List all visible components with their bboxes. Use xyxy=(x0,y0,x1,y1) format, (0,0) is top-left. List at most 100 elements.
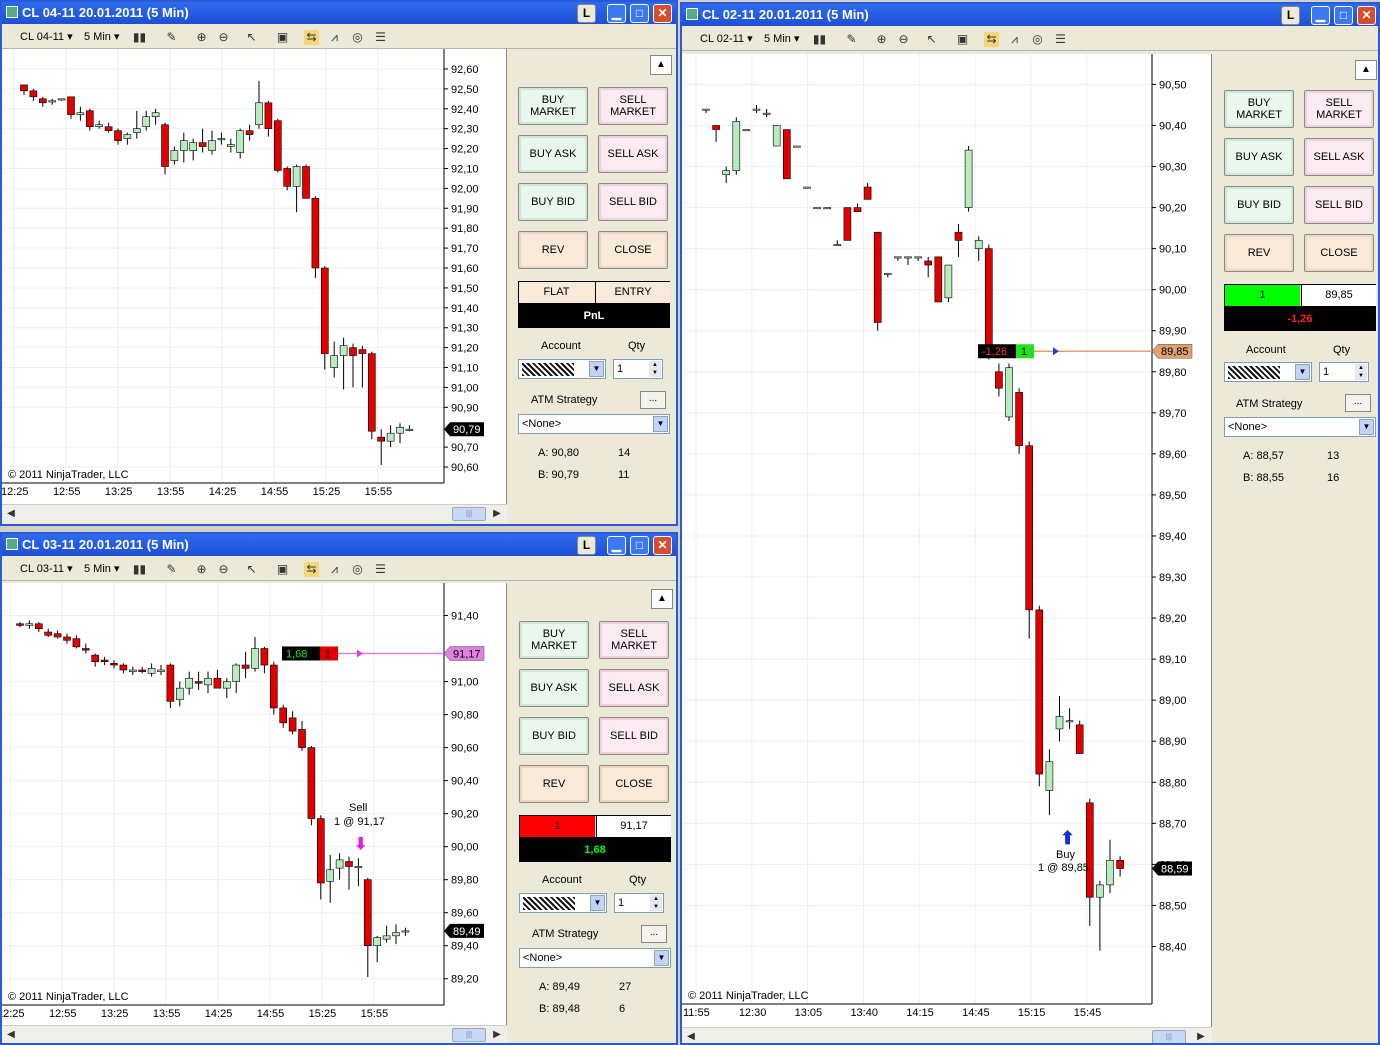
scroll-thumb[interactable]: ||| xyxy=(452,507,486,521)
collapse-panel-button[interactable]: ▲ xyxy=(650,55,672,75)
zoom-in-icon[interactable]: ⊕ xyxy=(196,30,207,44)
qty-stepper[interactable]: 1 ▲ ▼ xyxy=(613,359,663,379)
order-marker[interactable]: -1,26 1 xyxy=(978,344,1059,359)
close-position-button[interactable]: CLOSE xyxy=(598,231,668,269)
sell-bid-button[interactable]: SELL BID xyxy=(599,717,669,755)
scroll-left-arrow[interactable]: ◀ xyxy=(687,1031,695,1042)
zoom-in-icon[interactable]: ⊕ xyxy=(876,32,887,46)
atm-strategy-select[interactable]: <None> ▼ xyxy=(519,948,671,968)
spin-icon[interactable]: ▲ ▼ xyxy=(650,895,662,911)
draw-tool-icon[interactable]: ✎ xyxy=(846,32,857,46)
cursor-icon[interactable]: ↖ xyxy=(926,32,937,46)
buy-ask-button[interactable]: BUY ASK xyxy=(518,135,588,173)
instrument-selector[interactable]: CL 03-11 ▾ xyxy=(20,563,73,575)
maximize-button[interactable]: □ xyxy=(630,536,649,555)
buy-market-button[interactable]: BUY MARKET xyxy=(519,621,589,659)
order-drag-arrow[interactable] xyxy=(357,649,363,658)
sell-market-button[interactable]: SELL MARKET xyxy=(1304,90,1374,128)
zoom-out-icon[interactable]: ⊖ xyxy=(218,30,229,44)
properties-icon[interactable]: ☰ xyxy=(375,562,386,576)
maximize-button[interactable]: □ xyxy=(630,4,649,23)
scroll-thumb[interactable]: ||| xyxy=(1152,1030,1186,1043)
atm-more-button[interactable]: ... xyxy=(641,925,667,943)
qty-stepper[interactable]: 1 ▲ ▼ xyxy=(614,893,664,913)
draw-tool-icon[interactable]: ✎ xyxy=(166,562,177,576)
snapshot-icon[interactable]: ▣ xyxy=(276,562,289,576)
buy-bid-button[interactable]: BUY BID xyxy=(519,717,589,755)
account-select[interactable]: ▼ xyxy=(1224,362,1312,382)
minimize-button[interactable]: ▁ xyxy=(607,4,626,23)
close-position-button[interactable]: CLOSE xyxy=(1304,234,1374,272)
zoom-out-icon[interactable]: ⊖ xyxy=(218,562,229,576)
sell-bid-button[interactable]: SELL BID xyxy=(1304,186,1374,224)
interval-selector[interactable]: 5 Min ▾ xyxy=(84,563,120,575)
candlestick-chart[interactable]: 90,50 90,40 90,30 90,20 90,10 90,00 89,90 89,80… xyxy=(682,54,1212,1027)
strategy-icon[interactable]: ◎ xyxy=(352,30,363,44)
collapse-panel-button[interactable]: ▲ xyxy=(651,589,673,609)
window-titlebar[interactable]: CL 04-11 20.01.2011 (5 Min) L ▁ □ ✕ xyxy=(2,2,676,24)
properties-icon[interactable]: ☰ xyxy=(375,30,386,44)
sell-market-button[interactable]: SELL MARKET xyxy=(598,87,668,125)
snapshot-icon[interactable]: ▣ xyxy=(276,30,289,44)
spin-icon[interactable]: ▲ ▼ xyxy=(649,361,661,377)
scroll-left-arrow[interactable]: ◀ xyxy=(7,1029,15,1040)
scroll-left-arrow[interactable]: ◀ xyxy=(7,508,15,519)
sell-ask-button[interactable]: SELL ASK xyxy=(599,669,669,707)
interval-selector[interactable]: 5 Min ▾ xyxy=(84,31,120,43)
minimize-button[interactable]: ▁ xyxy=(607,536,626,555)
indicators-icon[interactable]: ⩘ xyxy=(331,562,338,576)
candlestick-style-icon[interactable]: ▮▮ xyxy=(132,562,147,576)
buy-bid-button[interactable]: BUY BID xyxy=(518,183,588,221)
chart-scrollbar[interactable]: ◀ ||| ▶ xyxy=(2,1025,507,1043)
scroll-right-arrow[interactable]: ▶ xyxy=(493,1029,501,1040)
maximize-button[interactable]: □ xyxy=(1334,6,1353,25)
candlestick-chart[interactable]: 91,40 91,00 90,80 90,60 90,40 90,20 90,00 89,80… xyxy=(2,583,507,1025)
scroll-right-arrow[interactable]: ▶ xyxy=(1197,1031,1205,1042)
chart-scrollbar[interactable]: ◀ ||| ▶ xyxy=(682,1027,1212,1043)
chart-trader-icon[interactable]: ⇆ xyxy=(984,32,999,47)
candlestick-style-icon[interactable]: ▮▮ xyxy=(812,32,827,46)
collapse-panel-button[interactable]: ▲ xyxy=(1355,60,1377,80)
atm-more-button[interactable]: ... xyxy=(1345,394,1371,412)
interval-selector[interactable]: 5 Min ▾ xyxy=(764,33,800,45)
close-window-button[interactable]: ✕ xyxy=(653,4,672,23)
order-marker[interactable]: 1,68 1 xyxy=(282,646,363,661)
zoom-out-icon[interactable]: ⊖ xyxy=(898,32,909,46)
spin-icon[interactable]: ▲ ▼ xyxy=(1355,364,1367,380)
window-titlebar[interactable]: CL 02-11 20.01.2011 (5 Min) L ▁ □ ✕ xyxy=(682,4,1378,26)
sell-ask-button[interactable]: SELL ASK xyxy=(598,135,668,173)
instrument-selector[interactable]: CL 04-11 ▾ xyxy=(20,31,73,43)
window-titlebar[interactable]: CL 03-11 20.01.2011 (5 Min) L ▁ □ ✕ xyxy=(2,534,676,556)
snapshot-icon[interactable]: ▣ xyxy=(956,32,969,46)
buy-market-button[interactable]: BUY MARKET xyxy=(1224,90,1294,128)
order-drag-arrow[interactable] xyxy=(1053,347,1059,356)
strategy-icon[interactable]: ◎ xyxy=(352,562,363,576)
chart-trader-icon[interactable]: ⇆ xyxy=(304,30,319,45)
price-chart[interactable]: 91,40 91,00 90,80 90,60 90,40 90,20 90,00 89,80… xyxy=(2,583,507,1025)
buy-ask-button[interactable]: BUY ASK xyxy=(1224,138,1294,176)
close-window-button[interactable]: ✕ xyxy=(1357,6,1376,25)
close-position-button[interactable]: CLOSE xyxy=(599,765,669,803)
properties-icon[interactable]: ☰ xyxy=(1055,32,1066,46)
chart-trader-icon[interactable]: ⇆ xyxy=(304,562,319,577)
link-button[interactable]: L xyxy=(577,536,596,555)
chart-scrollbar[interactable]: ◀ ||| ▶ xyxy=(2,504,507,522)
cursor-icon[interactable]: ↖ xyxy=(246,562,257,576)
sell-bid-button[interactable]: SELL BID xyxy=(598,183,668,221)
zoom-in-icon[interactable]: ⊕ xyxy=(196,562,207,576)
scroll-right-arrow[interactable]: ▶ xyxy=(493,508,501,519)
indicators-icon[interactable]: ⩘ xyxy=(1011,32,1018,46)
cursor-icon[interactable]: ↖ xyxy=(246,30,257,44)
link-button[interactable]: L xyxy=(1281,6,1300,25)
atm-more-button[interactable]: ... xyxy=(640,391,666,409)
atm-strategy-select[interactable]: <None> ▼ xyxy=(518,414,670,434)
indicators-icon[interactable]: ⩘ xyxy=(331,30,338,44)
draw-tool-icon[interactable]: ✎ xyxy=(166,30,177,44)
account-select[interactable]: ▼ xyxy=(519,893,607,913)
atm-strategy-select[interactable]: <None> ▼ xyxy=(1224,417,1376,437)
reverse-button[interactable]: REV xyxy=(519,765,589,803)
qty-stepper[interactable]: 1 ▲ ▼ xyxy=(1319,362,1369,382)
buy-bid-button[interactable]: BUY BID xyxy=(1224,186,1294,224)
candlestick-chart[interactable]: 92,60 92,50 92,40 92,30 92,20 92,10 92,00 91,90… xyxy=(2,49,507,504)
reverse-button[interactable]: REV xyxy=(1224,234,1294,272)
